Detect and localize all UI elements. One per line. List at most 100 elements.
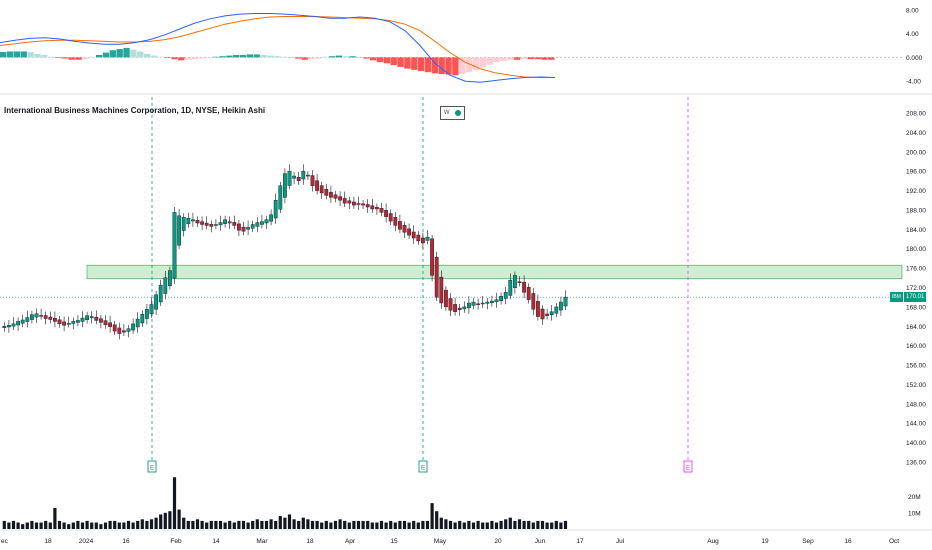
macd-histogram-bar [212, 56, 219, 58]
macd-histogram-bar [445, 57, 452, 75]
candle-body [227, 221, 232, 224]
volume-bar [402, 520, 407, 529]
macd-histogram-bar [6, 51, 14, 58]
candle-body [218, 222, 223, 226]
volume-bar [435, 511, 439, 529]
macd-histogram-bar [493, 57, 500, 63]
candle-body [232, 222, 237, 226]
macd-histogram-bar [301, 57, 308, 60]
macd-histogram-bar [267, 55, 274, 58]
macd-histogram-bar [178, 57, 185, 61]
candle-body [121, 330, 126, 333]
volume-bar [39, 522, 43, 529]
macd-histogram-bar [541, 57, 548, 60]
volume-bar [416, 522, 420, 529]
candle-body [6, 325, 11, 328]
candle-body [94, 316, 99, 321]
volume-bar [241, 520, 246, 529]
volume-bar [246, 522, 250, 529]
time-axis-tick: 18 [306, 538, 314, 545]
candle-body [158, 284, 163, 303]
volume-bar [122, 522, 126, 529]
candle-body [255, 222, 260, 227]
volume-bar [7, 522, 11, 529]
price-axis-tick: 152.00 [906, 382, 926, 389]
macd-histogram-bar [102, 52, 110, 58]
candle-body [448, 298, 453, 311]
macd-histogram-bar [95, 55, 103, 58]
candle-body [545, 313, 550, 316]
candle-body [457, 307, 462, 310]
candle-body [398, 221, 402, 230]
candle-body [66, 323, 71, 325]
badge-w-label: W [443, 110, 450, 116]
volume-bar [504, 519, 508, 529]
macd-histogram-bar [411, 57, 418, 70]
candle-body [195, 220, 200, 224]
candle-body [34, 313, 39, 318]
time-axis-tick: Apr [345, 538, 356, 545]
macd-histogram-bar [27, 52, 34, 58]
candle-body [375, 207, 379, 210]
macd-histogram-bar [75, 57, 82, 60]
volume-bar [113, 520, 117, 529]
price-axis-tick: 192.00 [906, 188, 926, 195]
macd-histogram-bar [109, 50, 116, 58]
last-price-tag: 170.01 [904, 292, 927, 302]
volume-bar [527, 520, 531, 529]
volume-bar [205, 522, 209, 529]
candle-body [462, 306, 467, 310]
volume-bar [67, 524, 71, 529]
candle-body [20, 319, 25, 324]
macd-histogram-bar [20, 51, 27, 58]
volume-bar [214, 520, 218, 529]
macd-histogram-bar [417, 57, 425, 72]
candle-body [563, 296, 568, 307]
time-axis-tick: 19 [761, 538, 769, 545]
macd-histogram-bar [54, 57, 62, 58]
candle-body [425, 236, 430, 241]
volume-bar [57, 520, 62, 529]
volume-bar [94, 522, 98, 529]
volume-bar [117, 522, 121, 529]
macd-histogram-bar [513, 57, 521, 60]
macd-histogram-bar [322, 56, 329, 58]
candle-body [264, 219, 269, 224]
volume-bar [80, 522, 85, 529]
macd-histogram-bar [486, 57, 493, 65]
candle-body [559, 301, 563, 311]
candle-body [154, 294, 158, 310]
macd-histogram-bar [246, 54, 254, 58]
candle-body [98, 318, 103, 323]
symbol-tag: IBM [890, 292, 903, 302]
volume-bar [44, 520, 48, 529]
macd-histogram-bar [150, 55, 158, 58]
indicator-badge[interactable]: W [440, 106, 465, 120]
volume-bar [53, 507, 57, 529]
macd-histogram-bar [68, 57, 75, 60]
earnings-marker [683, 460, 693, 473]
time-axis-tick: 17 [576, 538, 584, 545]
candle-body [402, 225, 407, 233]
time-axis-tick: Sep [802, 538, 814, 545]
candle-body [213, 224, 218, 226]
candle-body [370, 205, 375, 210]
macd-histogram-bar [328, 56, 336, 58]
macd-histogram-bar [534, 57, 541, 60]
macd-histogram-bar [363, 57, 370, 59]
volume-bar [517, 519, 522, 529]
volume-bar [315, 520, 319, 529]
volume-bar [499, 520, 503, 529]
volume-bar [540, 520, 545, 529]
macd-histogram-bar [89, 56, 96, 58]
volume-bar [343, 520, 347, 529]
candle-body [439, 276, 444, 304]
candle-body [209, 224, 214, 227]
candle-body [80, 317, 85, 322]
volume-bar [223, 522, 227, 529]
candle-body [177, 215, 181, 246]
macd-histogram-bar [356, 57, 363, 58]
volume-bar [2, 520, 6, 529]
candle-body [531, 293, 536, 310]
